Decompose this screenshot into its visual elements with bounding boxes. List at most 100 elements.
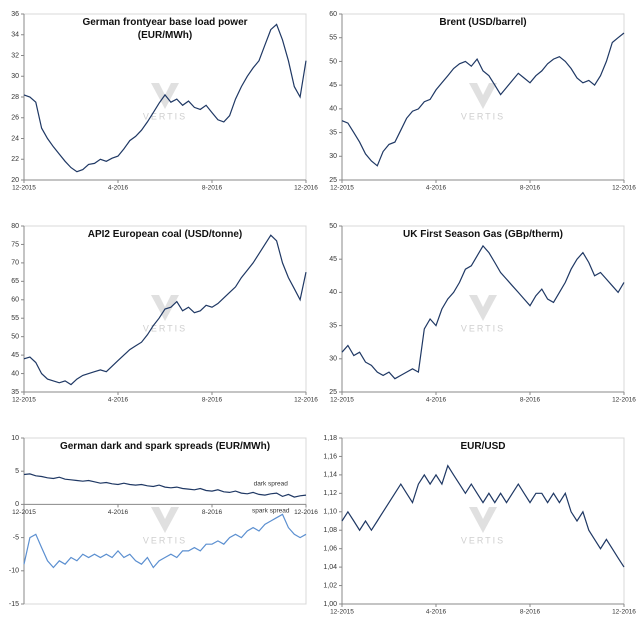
y-tick-label: 1,08 bbox=[323, 527, 337, 534]
x-tick-label: 4-2016 bbox=[108, 185, 129, 192]
y-tick-label: 50 bbox=[329, 58, 337, 65]
y-tick-label: 70 bbox=[11, 260, 19, 267]
line-series bbox=[23, 473, 307, 498]
chart-title: Brent (USD/barrel) bbox=[439, 17, 527, 28]
watermark-logo bbox=[469, 295, 497, 321]
x-tick-label: 12-2016 bbox=[612, 397, 636, 404]
x-tick-label: 12-2016 bbox=[294, 397, 318, 404]
x-tick-label: 12-2015 bbox=[12, 185, 36, 192]
y-tick-label: 22 bbox=[11, 156, 19, 163]
y-tick-label: 40 bbox=[329, 106, 337, 113]
x-tick-label: 4-2016 bbox=[426, 609, 447, 616]
y-tick-label: 25 bbox=[329, 177, 337, 184]
y-tick-label: 75 bbox=[11, 241, 19, 248]
watermark-text: VERTIS bbox=[461, 111, 505, 121]
watermark-text: VERTIS bbox=[143, 323, 187, 333]
y-tick-label: 1,04 bbox=[323, 564, 337, 571]
chart-title: German frontyear base load power (EUR/MW… bbox=[82, 17, 248, 41]
x-tick-label: 12-2015 bbox=[330, 397, 354, 404]
y-tick-label: 20 bbox=[11, 177, 19, 184]
y-tick-label: 26 bbox=[11, 115, 19, 122]
x-tick-label: 12-2016 bbox=[612, 609, 636, 616]
y-tick-label: -10 bbox=[9, 568, 19, 575]
series-label: dark spread bbox=[254, 480, 289, 487]
x-tick-label: 12-2015 bbox=[12, 397, 36, 404]
chart-title: API2 European coal (USD/tonne) bbox=[87, 229, 243, 240]
x-tick-label: 8-2016 bbox=[520, 185, 541, 192]
y-tick-label: 50 bbox=[329, 223, 337, 230]
y-tick-label: 45 bbox=[11, 352, 19, 359]
line-series bbox=[23, 513, 307, 569]
series-label: spark spread bbox=[252, 508, 290, 515]
x-tick-label: 12-2016 bbox=[612, 185, 636, 192]
watermark-text: VERTIS bbox=[143, 111, 187, 121]
y-tick-label: -5 bbox=[13, 534, 19, 541]
watermark-logo bbox=[469, 507, 497, 533]
x-tick-label: 4-2016 bbox=[426, 397, 447, 404]
y-tick-label: 45 bbox=[329, 256, 337, 263]
x-tick-label: 8-2016 bbox=[202, 185, 223, 192]
y-tick-label: 35 bbox=[329, 322, 337, 329]
watermark-text: VERTIS bbox=[461, 535, 505, 545]
x-tick-label: 12-2016 bbox=[294, 509, 318, 516]
y-tick-label: 32 bbox=[11, 52, 19, 59]
watermark-text: VERTIS bbox=[143, 535, 187, 545]
chart-title: EUR/USD bbox=[460, 441, 506, 452]
y-tick-label: 40 bbox=[11, 370, 19, 377]
x-tick-label: 4-2016 bbox=[108, 509, 129, 516]
y-tick-label: 28 bbox=[11, 94, 19, 101]
watermark-logo bbox=[151, 507, 179, 533]
y-tick-label: 1,14 bbox=[323, 472, 337, 479]
line-series bbox=[341, 32, 625, 167]
y-tick-label: 25 bbox=[329, 389, 337, 396]
line-series bbox=[23, 234, 307, 386]
y-tick-label: 50 bbox=[11, 334, 19, 341]
y-tick-label: 60 bbox=[11, 297, 19, 304]
y-tick-label: -15 bbox=[9, 601, 19, 608]
watermark-text: VERTIS bbox=[461, 323, 505, 333]
y-tick-label: 65 bbox=[11, 278, 19, 285]
y-tick-label: 30 bbox=[11, 73, 19, 80]
y-tick-label: 45 bbox=[329, 82, 337, 89]
x-tick-label: 12-2016 bbox=[294, 185, 318, 192]
x-tick-label: 8-2016 bbox=[520, 397, 541, 404]
line-series bbox=[341, 244, 625, 380]
y-tick-label: 34 bbox=[11, 32, 19, 39]
x-tick-label: 4-2016 bbox=[426, 185, 447, 192]
y-tick-label: 60 bbox=[329, 11, 337, 18]
x-tick-label: 12-2015 bbox=[330, 185, 354, 192]
x-tick-label: 8-2016 bbox=[520, 609, 541, 616]
y-tick-label: 35 bbox=[329, 129, 337, 136]
y-tick-label: 0 bbox=[15, 501, 19, 508]
y-tick-label: 35 bbox=[11, 389, 19, 396]
y-tick-label: 1,10 bbox=[323, 509, 337, 516]
chart-title: German dark and spark spreads (EUR/MWh) bbox=[59, 441, 271, 452]
y-tick-label: 24 bbox=[11, 135, 19, 142]
y-tick-label: 30 bbox=[329, 356, 337, 363]
y-tick-label: 40 bbox=[329, 289, 337, 296]
watermark-logo bbox=[469, 83, 497, 109]
line-series bbox=[341, 464, 625, 568]
y-tick-label: 55 bbox=[11, 315, 19, 322]
y-tick-label: 1,18 bbox=[323, 435, 337, 442]
watermark-logo bbox=[151, 83, 179, 109]
x-tick-label: 4-2016 bbox=[108, 397, 129, 404]
y-tick-label: 1,00 bbox=[323, 601, 337, 608]
y-tick-label: 1,16 bbox=[323, 453, 337, 460]
line-series bbox=[23, 23, 307, 173]
y-tick-label: 1,06 bbox=[323, 546, 337, 553]
y-tick-label: 36 bbox=[11, 11, 19, 18]
y-tick-label: 1,02 bbox=[323, 582, 337, 589]
x-tick-label: 12-2015 bbox=[12, 509, 36, 516]
watermark-logo bbox=[151, 295, 179, 321]
chart-title: UK First Season Gas (GBp/therm) bbox=[402, 229, 564, 240]
x-tick-label: 8-2016 bbox=[202, 397, 223, 404]
x-tick-label: 12-2015 bbox=[330, 609, 354, 616]
y-tick-label: 80 bbox=[11, 223, 19, 230]
y-tick-label: 5 bbox=[15, 468, 19, 475]
x-tick-label: 8-2016 bbox=[202, 509, 223, 516]
y-tick-label: 55 bbox=[329, 35, 337, 42]
y-tick-label: 30 bbox=[329, 153, 337, 160]
